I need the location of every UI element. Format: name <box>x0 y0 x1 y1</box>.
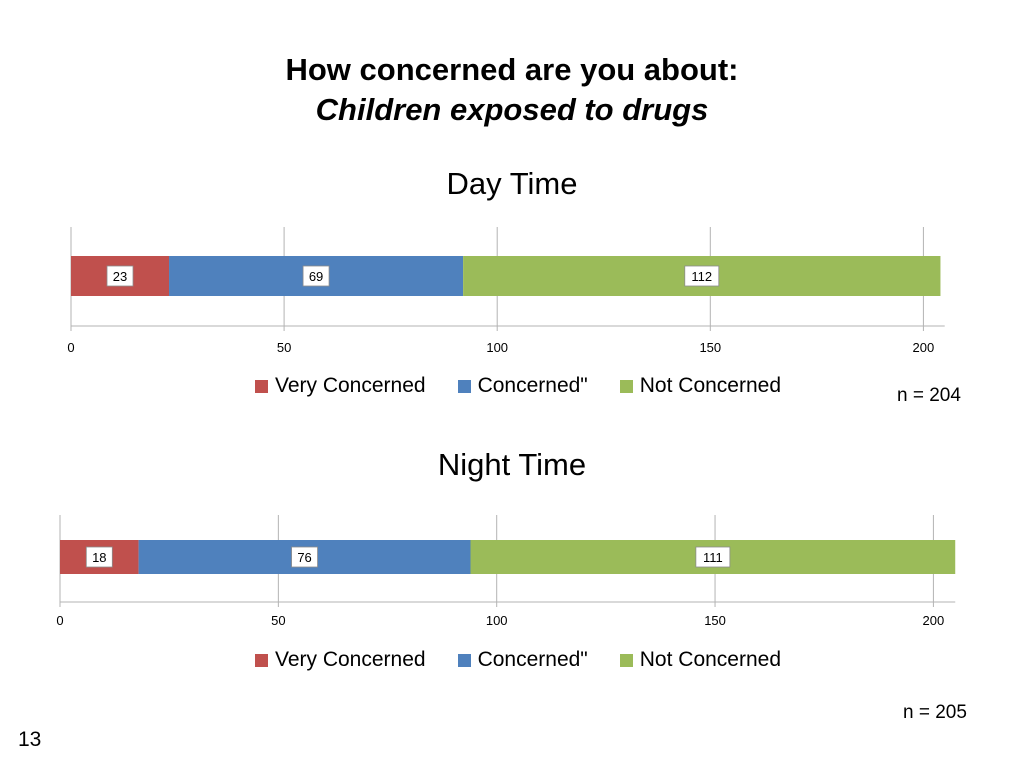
legend-item-not-concerned: Not Concerned <box>619 373 782 399</box>
legend-item-not-concerned: Not Concerned <box>619 647 782 673</box>
night-data-label-very-concerned: 18 <box>92 550 106 565</box>
slide-title-line1: How concerned are you about: <box>285 52 739 87</box>
legend-label: Not Concerned <box>639 374 782 397</box>
legend-label: Very Concerned <box>274 648 426 671</box>
day-data-label-box-concerned <box>302 265 330 287</box>
slide-title: How concerned are you about: Children ex… <box>0 50 1024 130</box>
night-sample-size: n = 205 <box>903 702 967 723</box>
day-tick-label: 100 <box>486 340 508 355</box>
day-tick-label: 200 <box>913 340 935 355</box>
night-tick-label: 50 <box>271 613 285 628</box>
night-data-label-not-concerned: 111 <box>703 550 723 565</box>
slide-title-line2: Children exposed to drugs <box>315 92 709 127</box>
night-tick-label: 100 <box>486 613 508 628</box>
day-data-label-box-very-concerned <box>106 265 134 287</box>
legend-swatch-concerned <box>457 379 471 393</box>
legend-swatch-very-concerned <box>254 379 268 393</box>
legend-swatch-not-concerned <box>619 653 633 667</box>
page-number: 13 <box>18 728 42 751</box>
legend-item-concerned: Concerned" <box>457 373 588 399</box>
day-tick-label: 0 <box>67 340 74 355</box>
day-data-label-box-not-concerned <box>684 265 720 287</box>
legend-item-very-concerned: Very Concerned <box>254 373 426 399</box>
legend-swatch-concerned <box>457 653 471 667</box>
legend-label: Concerned" <box>477 648 588 671</box>
night-data-label-box-not-concerned <box>695 546 731 568</box>
legend-item-concerned: Concerned" <box>457 647 588 673</box>
day-data-label-not-concerned: 112 <box>691 269 712 284</box>
legend-swatch-not-concerned <box>619 379 633 393</box>
day-chart-title: Day Time <box>446 166 578 201</box>
legend-swatch-very-concerned <box>254 653 268 667</box>
night-legend: Very Concerned Concerned" Not Concerned <box>6 647 1024 673</box>
day-data-label-very-concerned: 23 <box>113 269 127 284</box>
night-data-label-box-concerned <box>291 546 318 568</box>
legend-label: Not Concerned <box>639 648 782 671</box>
day-legend: Very Concerned Concerned" Not Concerned <box>6 373 1024 399</box>
day-data-label-concerned: 69 <box>309 269 323 284</box>
night-data-label-box-very-concerned <box>85 546 113 568</box>
night-chart-title: Night Time <box>437 447 587 482</box>
day-sample-size: n = 204 <box>897 385 961 406</box>
night-data-label-concerned: 76 <box>297 550 311 565</box>
day-tick-label: 50 <box>277 340 291 355</box>
night-tick-label: 150 <box>704 613 726 628</box>
legend-label: Very Concerned <box>274 374 426 397</box>
night-tick-label: 0 <box>56 613 63 628</box>
legend-label: Concerned" <box>477 374 588 397</box>
day-tick-label: 150 <box>699 340 721 355</box>
legend-item-very-concerned: Very Concerned <box>254 647 426 673</box>
night-tick-label: 200 <box>923 613 945 628</box>
